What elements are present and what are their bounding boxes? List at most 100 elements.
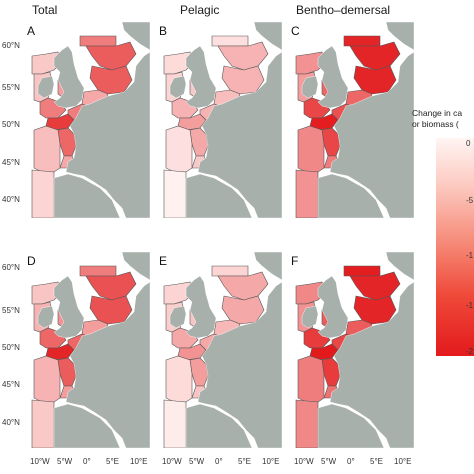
panel-letter: C bbox=[291, 24, 300, 38]
land-mass bbox=[317, 173, 385, 218]
fishing-area-ocean-west bbox=[33, 125, 61, 173]
lon-tick: 0° bbox=[83, 457, 91, 466]
fishing-area-norway bbox=[79, 265, 117, 277]
fishing-area-iberia bbox=[31, 399, 55, 448]
fishing-area-ns-north bbox=[349, 41, 401, 71]
fishing-area-iberia bbox=[295, 169, 319, 218]
panel-letter: F bbox=[291, 254, 299, 268]
lon-tick: 5°E bbox=[106, 457, 119, 466]
legend-title: Change in ca bbox=[412, 108, 463, 118]
lon-tick: 10°E bbox=[394, 457, 412, 466]
column-title-total: Total bbox=[32, 3, 58, 17]
lon-tick: 10°W bbox=[30, 457, 50, 466]
lat-tick: 60°N bbox=[2, 41, 20, 50]
fishing-area-ns-north bbox=[85, 41, 137, 71]
fishing-area-norway bbox=[343, 35, 381, 47]
legend-colorbar bbox=[436, 138, 474, 356]
land-mass bbox=[185, 403, 253, 448]
map-svg bbox=[163, 252, 282, 448]
fishing-area-iberia bbox=[31, 169, 55, 218]
fishing-area-ns-central bbox=[221, 65, 265, 95]
lon-tick: 0° bbox=[215, 457, 223, 466]
fishing-area-ocean-west bbox=[165, 125, 193, 173]
land-mass bbox=[317, 45, 349, 109]
panel-letter: B bbox=[159, 24, 168, 38]
fishing-area-bay-north bbox=[189, 357, 209, 387]
land-mass bbox=[329, 51, 414, 218]
lon-tick: 5°E bbox=[238, 457, 251, 466]
legend-tick: 0 bbox=[466, 139, 471, 148]
map-panel-e: E bbox=[156, 252, 282, 448]
legend-title: or biomass ( bbox=[412, 119, 459, 129]
fishing-area-ns-north bbox=[85, 271, 137, 301]
fishing-area-ns-central bbox=[89, 295, 133, 325]
fishing-area-iberia bbox=[163, 399, 187, 448]
land-mass bbox=[253, 252, 282, 281]
lat-tick: 45°N bbox=[2, 380, 20, 389]
lon-tick: 10°W bbox=[294, 457, 314, 466]
land-mass bbox=[185, 275, 217, 339]
lon-tick: 10°W bbox=[162, 457, 182, 466]
column-title-pelagic: Pelagic bbox=[180, 3, 220, 17]
fishing-area-iberia bbox=[163, 169, 187, 218]
land-mass bbox=[53, 173, 121, 218]
lon-tick: 10°E bbox=[262, 457, 280, 466]
map-svg bbox=[295, 252, 414, 448]
land-mass bbox=[197, 51, 282, 218]
land-mass bbox=[121, 252, 150, 281]
panel-letter: A bbox=[27, 24, 36, 38]
panel-letter: E bbox=[159, 254, 168, 268]
fishing-area-ns-central bbox=[89, 65, 133, 95]
land-mass bbox=[169, 75, 187, 99]
fishing-area-iberia bbox=[295, 399, 319, 448]
fishing-area-ns-north bbox=[217, 271, 269, 301]
fishing-area-ns-central bbox=[353, 295, 397, 325]
fishing-area-bay-north bbox=[321, 127, 341, 157]
legend-tick: -1 bbox=[466, 251, 474, 260]
lat-tick: 60°N bbox=[2, 263, 20, 272]
legend-tick: -1 bbox=[466, 301, 474, 310]
land-mass bbox=[197, 281, 282, 448]
land-mass bbox=[385, 22, 414, 51]
land-mass bbox=[317, 275, 349, 339]
fishing-area-ocean-west bbox=[297, 125, 325, 173]
map-svg bbox=[163, 22, 282, 218]
fishing-area-ns-central bbox=[353, 65, 397, 95]
lat-tick: 40°N bbox=[2, 418, 20, 427]
lat-tick: 55°N bbox=[2, 83, 20, 92]
map-panel-a: A bbox=[24, 22, 150, 218]
land-mass bbox=[317, 403, 385, 448]
land-mass bbox=[53, 403, 121, 448]
land-mass bbox=[53, 275, 85, 339]
lat-tick: 55°N bbox=[2, 306, 20, 315]
fishing-area-norway bbox=[211, 265, 249, 277]
lat-tick: 40°N bbox=[2, 195, 20, 204]
lat-tick: 50°N bbox=[2, 120, 20, 129]
map-panel-f: F bbox=[288, 252, 414, 448]
lon-tick: 0° bbox=[347, 457, 355, 466]
lon-tick: 5°W bbox=[321, 457, 337, 466]
fishing-area-bay-north bbox=[321, 357, 341, 387]
legend-tick: -5 bbox=[466, 196, 474, 205]
map-svg bbox=[31, 252, 150, 448]
lon-tick: 10°E bbox=[130, 457, 148, 466]
map-panel-d: D bbox=[24, 252, 150, 448]
panel-letter: D bbox=[27, 254, 36, 268]
land-mass bbox=[37, 305, 55, 329]
map-panel-b: B bbox=[156, 22, 282, 218]
lat-tick: 45°N bbox=[2, 158, 20, 167]
land-mass bbox=[37, 75, 55, 99]
fishing-area-bay-north bbox=[57, 127, 77, 157]
column-title-bentho-demersal: Bentho–demersal bbox=[296, 3, 391, 17]
fishing-area-norway bbox=[211, 35, 249, 47]
lon-tick: 5°W bbox=[57, 457, 73, 466]
land-mass bbox=[65, 51, 150, 218]
fishing-area-ns-north bbox=[349, 271, 401, 301]
land-mass bbox=[329, 281, 414, 448]
fishing-area-ns-north bbox=[217, 41, 269, 71]
legend-tick: -2 bbox=[466, 347, 474, 356]
fishing-area-norway bbox=[343, 265, 381, 277]
fishing-area-norway bbox=[79, 35, 117, 47]
lat-tick: 50°N bbox=[2, 343, 20, 352]
land-mass bbox=[185, 45, 217, 109]
